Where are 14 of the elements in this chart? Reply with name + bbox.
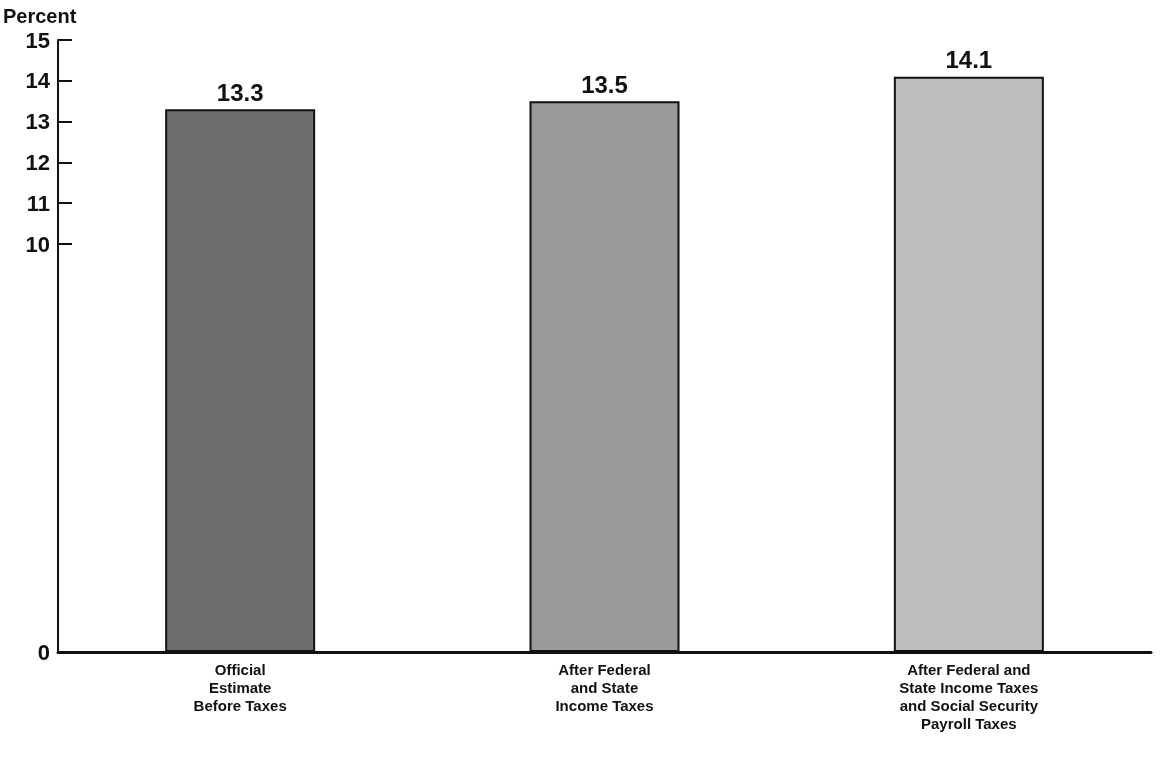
y-tick-label: 0 (37, 639, 50, 665)
y-axis-title: Percent (3, 5, 77, 27)
x-tick-label: After Federal and State Income Taxes (555, 660, 654, 714)
data-label: 14.1 (945, 46, 993, 74)
data-label: 13.3 (216, 78, 264, 106)
y-tick-label: 10 (25, 231, 50, 257)
y-tick-label: 15 (25, 27, 50, 53)
x-tick-label: Official Estimate Before Taxes (193, 660, 287, 714)
data-label: 13.5 (581, 70, 628, 98)
y-tick-label: 12 (25, 149, 50, 175)
y-tick-label: 11 (26, 190, 50, 216)
y-tick-label: 13 (25, 109, 50, 135)
y-tick-label: 14 (25, 68, 51, 94)
x-tick-label: After Federal and State Income Taxes and Social Security Payroll Taxes (899, 660, 1039, 732)
